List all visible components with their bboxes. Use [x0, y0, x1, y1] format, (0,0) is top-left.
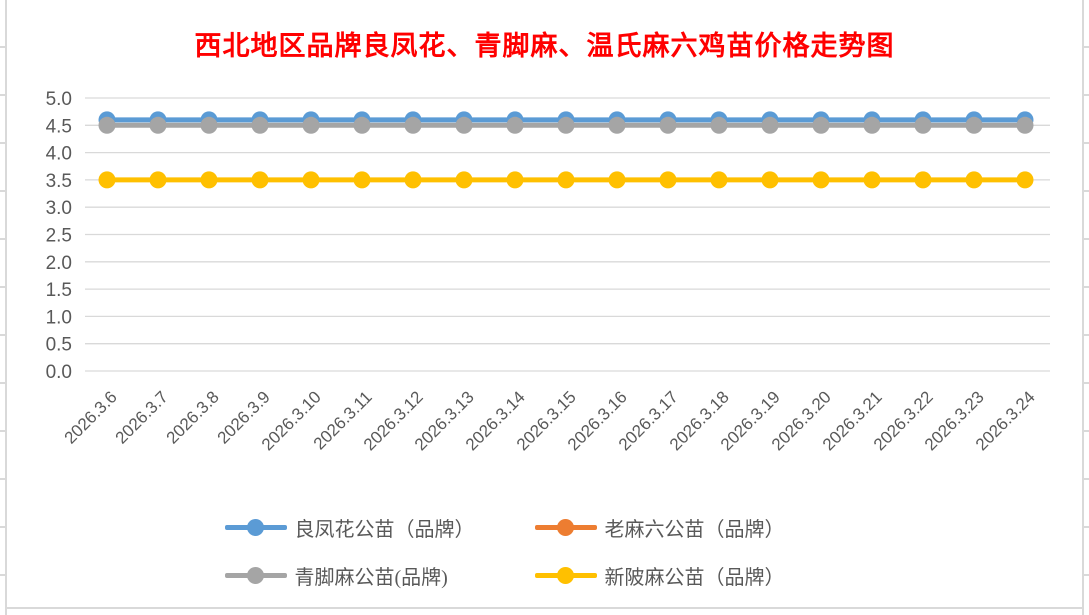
legend-label: 青脚麻公苗(品牌): [294, 566, 448, 589]
data-point-marker: [455, 171, 473, 189]
data-point-marker: [404, 116, 422, 134]
data-point-marker: [404, 171, 422, 189]
spreadsheet-row-ticks-right: [1084, 0, 1089, 615]
y-axis-tick-label: 1.0: [46, 307, 72, 328]
data-point-marker: [200, 171, 218, 189]
data-point-marker: [557, 171, 575, 189]
y-axis-tick-label: 0.0: [46, 362, 72, 383]
legend-item-series-3: 青脚麻公苗(品牌): [224, 560, 535, 590]
data-point-marker: [251, 171, 269, 189]
data-point-marker: [149, 116, 167, 134]
data-point-marker: [98, 116, 116, 134]
legend-label: 老麻六公苗（品牌）: [604, 518, 785, 541]
data-point-marker: [914, 171, 932, 189]
data-point-marker: [506, 171, 524, 189]
legend-item-series-1: 良凤花公苗（品牌）: [224, 512, 535, 542]
data-point-marker: [710, 171, 728, 189]
legend-line-marker-icon: [224, 566, 287, 584]
y-axis-tick-label: 3.5: [46, 171, 72, 192]
data-point-marker: [812, 116, 830, 134]
y-axis-tick-label: 1.5: [46, 280, 72, 301]
data-point-marker: [812, 171, 830, 189]
data-point-marker: [353, 116, 371, 134]
chart-border-bottom: [5, 607, 1083, 609]
data-point-marker: [98, 171, 116, 189]
spreadsheet-row-ticks-left: [0, 0, 5, 615]
legend-line-marker-icon: [224, 518, 287, 536]
chart-title: 西北地区品牌良凤花、青脚麻、温氏麻六鸡苗价格走势图: [194, 31, 895, 61]
data-point-marker: [965, 116, 983, 134]
y-axis-tick-label: 0.5: [46, 335, 72, 356]
data-point-marker: [608, 116, 626, 134]
data-point-marker: [761, 171, 779, 189]
legend-line-marker-icon: [534, 518, 597, 536]
data-point-marker: [659, 116, 677, 134]
y-axis-tick-label: 2.0: [46, 253, 72, 274]
data-point-marker: [557, 116, 575, 134]
data-point-marker: [200, 116, 218, 134]
data-point-marker: [251, 116, 269, 134]
legend-label: 新陂麻公苗（品牌）: [604, 566, 785, 589]
legend-line-marker-icon: [534, 566, 597, 584]
data-point-marker: [863, 171, 881, 189]
y-axis-tick-label: 2.5: [46, 226, 72, 247]
data-point-marker: [506, 116, 524, 134]
x-axis-tick-label: 2026.3.8: [163, 387, 223, 447]
data-point-marker: [863, 116, 881, 134]
data-point-marker: [608, 171, 626, 189]
data-point-marker: [761, 116, 779, 134]
plot-area: 0.0 0.5 1.0 1.5 2.0 2.5 3.0 3.5 4.0 4.5 5.0 2026.3.…: [46, 89, 1050, 454]
data-point-marker: [1016, 116, 1034, 134]
data-point-marker: [914, 116, 932, 134]
data-point-marker: [353, 171, 371, 189]
data-point-marker: [302, 171, 320, 189]
legend-label: 良凤花公苗（品牌）: [294, 518, 475, 541]
data-point-marker: [710, 116, 728, 134]
y-axis-tick-label: 5.0: [46, 89, 72, 110]
data-point-marker: [455, 116, 473, 134]
x-axis-tick-label: 2026.3.6: [61, 387, 121, 447]
legend-item-series-4: 新陂麻公苗（品牌）: [534, 560, 865, 590]
y-axis-tick-label: 3.0: [46, 198, 72, 219]
data-point-marker: [149, 171, 167, 189]
data-point-marker: [965, 171, 983, 189]
chart-legend: 良凤花公苗（品牌） 老麻六公苗（品牌） 青脚麻公苗(品牌) 新陂麻公苗（品牌）: [0, 512, 1089, 590]
chart-border-left: [5, 0, 7, 615]
data-point-marker: [302, 116, 320, 134]
y-axis-tick-label: 4.5: [46, 116, 72, 137]
x-axis-tick-label: 2026.3.7: [112, 387, 172, 447]
data-point-marker: [1016, 171, 1034, 189]
chart-border-right: [1082, 0, 1084, 615]
data-point-marker: [659, 171, 677, 189]
legend-item-series-2: 老麻六公苗（品牌）: [534, 512, 865, 542]
y-axis-tick-label: 4.0: [46, 144, 72, 165]
